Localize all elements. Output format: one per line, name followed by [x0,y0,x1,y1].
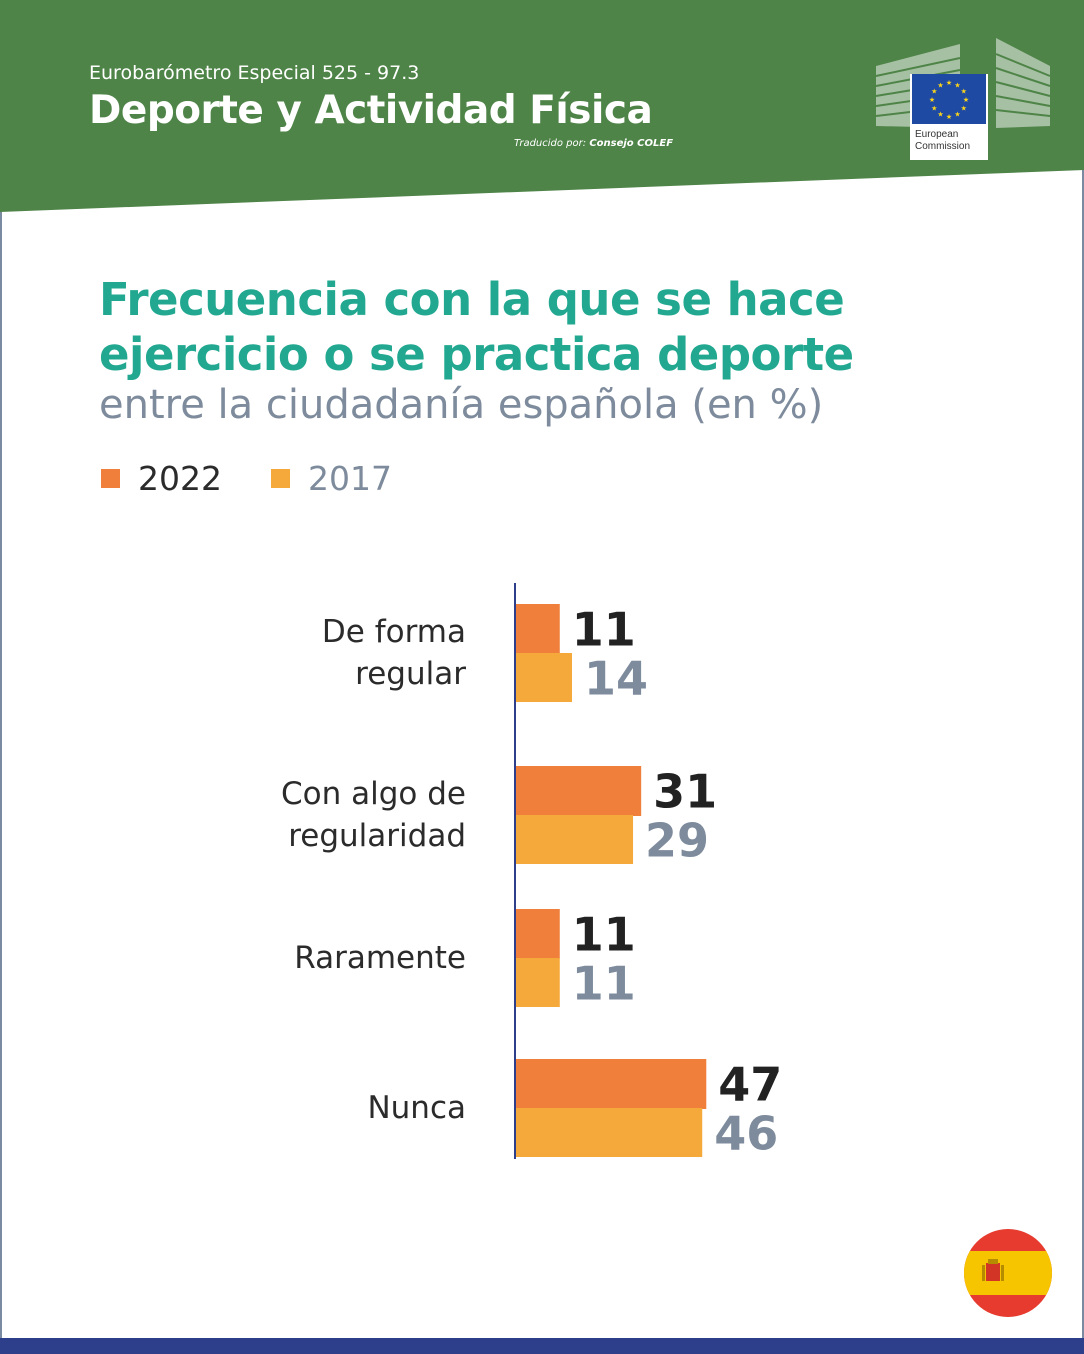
eu-star-icon: ★ [937,81,943,89]
category-label-line: regular [355,656,466,692]
translator-prefix: Traducido por: [514,138,590,149]
bar-2022-2 [515,909,560,959]
value-label-2017-0: 14 [584,652,648,706]
legend-swatch-2017 [271,468,290,488]
legend-label-2022: 2022 [138,458,222,498]
chart-title-line1: Frecuencia con la que se hace [99,273,845,326]
value-label-2017-2: 11 [572,957,636,1011]
bar-2022-3 [515,1059,707,1109]
eu-star-icon: ★ [929,96,935,104]
bar-2022-1 [515,766,642,816]
category-label: Con algo de regularidad [281,773,466,857]
chart-title-line2: ejercicio o se practica deporte [99,328,854,381]
legend-swatch-2022 [101,468,120,488]
bar-2017-3 [515,1108,703,1157]
eu-star-icon: ★ [961,105,967,113]
bar-2017-2 [515,958,560,1007]
header-banner [0,0,1084,212]
eu-star-icon: ★ [954,111,960,119]
bar-2022-0 [515,604,560,654]
eu-star-icon: ★ [961,88,967,96]
translator-name: Consejo COLEF [589,138,674,149]
eu-star-icon: ★ [946,79,952,87]
eu-flag-icon [912,74,986,124]
value-label-2017-3: 46 [714,1107,778,1161]
translator-credit: Traducido por: Consejo COLEF [514,138,673,149]
footer-bar [0,1338,1084,1354]
category-label-line: De forma [321,614,466,650]
category-label-line: Raramente [294,940,466,976]
category-label: Raramente [294,937,466,979]
chart-title: Frecuencia con la que se hace ejercicio … [99,272,854,382]
european-commission-logo: ★ ★★★★★★★★★★★ European Commission [875,38,1051,160]
spain-flag-icon [964,1229,1052,1317]
logo-text-line2: Commission [915,141,970,152]
category-label-line: regularidad [288,818,466,854]
eu-star-icon: ★ [937,111,943,119]
legend-item-2017: 2017 [271,458,392,498]
eu-star-icon: ★ [931,105,937,113]
eu-star-icon: ★ [954,81,960,89]
bar-2017-1 [515,815,634,864]
value-label-2022-3: 47 [718,1058,782,1112]
value-label-2022-1: 31 [653,765,717,819]
category-label: Nunca [367,1087,466,1129]
legend-item-2022: 2022 [101,458,222,498]
legend-label-2017: 2017 [308,458,392,498]
logo-text-line1: European [915,129,958,140]
eu-star-icon: ★ [963,96,969,104]
report-title: Deporte y Actividad Física [89,88,653,133]
eu-star-icon: ★ [946,113,952,121]
value-label-2022-2: 11 [572,908,636,962]
category-label-line: Con algo de [281,776,466,812]
report-supertitle: Eurobarómetro Especial 525 - 97.3 [89,62,420,84]
value-label-2022-0: 11 [572,603,636,657]
value-label-2017-1: 29 [645,814,709,868]
bar-2017-0 [515,653,572,702]
chart-subtitle: entre la ciudadanía española (en %) [99,382,824,428]
category-label: De forma regular [322,611,466,695]
eu-star-icon: ★ [931,88,937,96]
category-label-line: Nunca [367,1090,466,1126]
